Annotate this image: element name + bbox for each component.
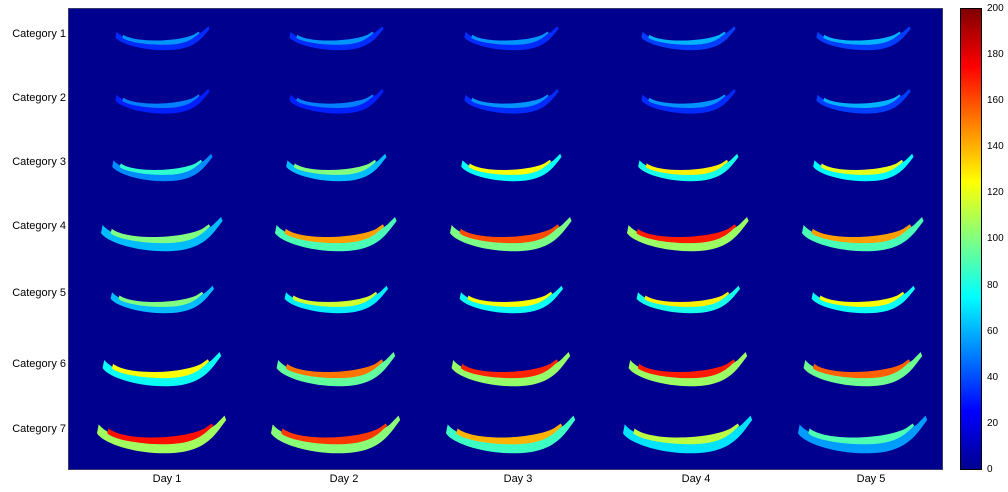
banana-thermal-image: [816, 26, 911, 51]
colorbar: [960, 8, 982, 470]
banana-thermal-core: [637, 359, 736, 379]
banana-thermal-image: [275, 217, 397, 252]
banana-thermal-core: [645, 159, 728, 175]
row-label: Category 2: [12, 92, 66, 104]
banana-thermal-core: [648, 31, 726, 45]
banana-thermal-image: [115, 88, 210, 114]
row-label: Category 1: [12, 28, 66, 40]
banana-thermal-core: [467, 291, 553, 307]
banana-thermal-image: [641, 26, 736, 51]
banana-thermal-core: [812, 359, 911, 379]
banana-thermal-core: [281, 423, 388, 445]
colorbar-tick: 120: [987, 187, 1004, 198]
banana-thermal-core: [122, 94, 200, 109]
row-label: Category 7: [12, 423, 66, 435]
banana-thermal-core: [471, 94, 549, 109]
banana-thermal-image: [464, 88, 559, 114]
colorbar-tick: 100: [987, 233, 1004, 244]
banana-thermal-image: [110, 285, 214, 314]
banana-thermal-image: [276, 352, 396, 387]
row-label: Category 6: [12, 358, 66, 370]
banana-thermal-core: [823, 94, 901, 109]
banana-thermal-image: [289, 26, 384, 51]
banana-thermal-image: [798, 415, 928, 454]
colorbar-tick: 180: [987, 49, 1004, 60]
banana-thermal-image: [802, 217, 924, 252]
banana-thermal-image: [811, 285, 915, 314]
banana-thermal-core: [459, 224, 560, 244]
banana-thermal-core: [111, 359, 210, 379]
colorbar-tick: 0: [987, 464, 993, 475]
banana-thermal-image: [286, 153, 387, 182]
banana-thermal-core: [633, 423, 740, 445]
banana-thermal-image: [623, 415, 753, 454]
banana-thermal-core: [811, 224, 912, 244]
image-panel: [68, 8, 943, 470]
banana-thermal-image: [803, 352, 923, 387]
banana-thermal-image: [446, 415, 576, 454]
banana-thermal-image: [461, 153, 562, 182]
banana-thermal-core: [284, 224, 385, 244]
colorbar-tick: 40: [987, 372, 999, 383]
banana-thermal-image: [101, 217, 223, 252]
banana-thermal-image: [102, 352, 222, 387]
banana-thermal-core: [296, 94, 374, 109]
banana-thermal-core: [456, 423, 563, 445]
banana-thermal-core: [808, 423, 915, 445]
colorbar-tick: 200: [987, 3, 1004, 14]
banana-thermal-image: [97, 415, 227, 454]
banana-thermal-image: [459, 285, 563, 314]
column-label: Day 1: [152, 473, 182, 485]
banana-thermal-image: [638, 153, 739, 182]
banana-thermal-image: [464, 26, 559, 51]
banana-thermal-image: [115, 26, 210, 51]
banana-thermal-image: [284, 285, 388, 314]
row-label: Category 4: [12, 220, 66, 232]
banana-thermal-image: [271, 415, 401, 454]
colorbar-tick: 80: [987, 280, 999, 291]
banana-thermal-core: [823, 31, 901, 45]
banana-thermal-image: [112, 153, 213, 182]
column-label: Day 3: [503, 473, 533, 485]
banana-thermal-core: [471, 31, 549, 45]
banana-thermal-core: [110, 224, 211, 244]
colorbar-tick: 160: [987, 95, 1004, 106]
banana-thermal-core: [820, 159, 903, 175]
colorbar-tick: 20: [987, 418, 999, 429]
row-label: Category 5: [12, 287, 66, 299]
banana-thermal-image: [816, 88, 911, 114]
banana-thermal-core: [648, 94, 726, 109]
colorbar-tick: 60: [987, 326, 999, 337]
banana-thermal-image: [813, 153, 914, 182]
banana-thermal-core: [468, 159, 551, 175]
banana-thermal-image: [451, 352, 571, 387]
banana-thermal-core: [819, 291, 905, 307]
banana-thermal-core: [122, 31, 200, 45]
banana-thermal-core: [460, 359, 559, 379]
banana-thermal-core: [296, 31, 374, 45]
banana-thermal-image: [627, 217, 749, 252]
colorbar-tick: 140: [987, 141, 1004, 152]
banana-thermal-image: [450, 217, 572, 252]
banana-thermal-image: [289, 88, 384, 114]
column-label: Day 4: [681, 473, 711, 485]
banana-thermal-core: [119, 159, 202, 175]
row-label: Category 3: [12, 156, 66, 168]
banana-thermal-image: [636, 285, 740, 314]
banana-thermal-core: [293, 159, 376, 175]
banana-thermal-core: [118, 291, 204, 307]
banana-thermal-core: [292, 291, 378, 307]
banana-thermal-core: [636, 224, 737, 244]
column-label: Day 5: [856, 473, 886, 485]
banana-thermal-image: [628, 352, 748, 387]
banana-thermal-core: [285, 359, 384, 379]
banana-thermal-image: [641, 88, 736, 114]
banana-thermal-core: [107, 423, 214, 445]
banana-thermal-core: [644, 291, 730, 307]
column-label: Day 2: [329, 473, 359, 485]
banana-grid: [97, 26, 928, 454]
